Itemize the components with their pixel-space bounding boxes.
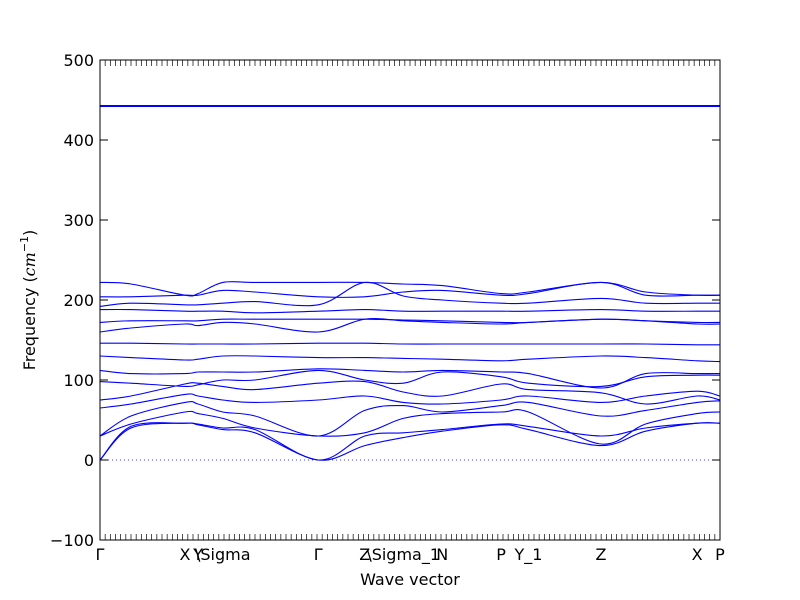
x-tick-label: X	[179, 545, 190, 564]
y-axis-label-close: )	[20, 230, 39, 236]
band-16	[99, 281, 721, 297]
x-tick-label: X	[692, 545, 703, 564]
y-tick-label: 100	[63, 371, 94, 390]
x-tick-label: P	[715, 545, 725, 564]
band-10	[99, 342, 721, 346]
y-tick-labels: −100 0 100 200 300 400 500	[50, 51, 94, 550]
y-tick-label: 400	[63, 131, 94, 150]
x-tick-label: Γ	[314, 545, 323, 564]
x-tick-label: \Sigma	[195, 545, 251, 564]
bands-layer	[99, 105, 721, 461]
x-tick-label: Y_1	[513, 545, 542, 565]
y-axis-label-unit: cm	[20, 252, 39, 276]
band-12	[99, 318, 721, 324]
y-tick-label: −100	[50, 531, 94, 550]
x-tick-label: P	[496, 545, 506, 564]
band-14	[99, 281, 720, 307]
y-tick-label: 200	[63, 291, 94, 310]
band-4	[99, 400, 721, 437]
ticks-layer	[99, 59, 721, 541]
band-13	[99, 308, 720, 314]
band-3	[99, 409, 721, 445]
plot-frame	[99, 59, 721, 541]
band-6	[99, 380, 721, 405]
x-tick-label: Γ	[96, 545, 105, 564]
x-axis-label: Wave vector	[360, 570, 460, 589]
y-axis-label-text: Frequency (	[20, 276, 39, 370]
y-tick-label: 500	[63, 51, 94, 70]
y-tick-label: 300	[63, 211, 94, 230]
x-tick-label: Z	[359, 545, 370, 564]
x-tick-labels: Γ X Y\Sigma Γ Z\Sigma_1N P Y_1 Z X P	[96, 545, 726, 565]
x-tick-label: Y	[192, 545, 203, 564]
band-5	[99, 390, 721, 409]
band-1	[99, 422, 721, 461]
band-9	[99, 355, 721, 363]
y-axis-label: Frequency (cm−1)	[18, 230, 39, 371]
x-tick-label: Z	[595, 545, 606, 564]
band-8	[99, 368, 720, 389]
x-tick-label: N	[436, 545, 448, 564]
x-tick-label: \Sigma_1	[366, 545, 440, 565]
y-axis-label-unit-sup: −1	[18, 236, 31, 252]
band-2	[99, 422, 721, 461]
y-tick-label: 0	[84, 451, 94, 470]
